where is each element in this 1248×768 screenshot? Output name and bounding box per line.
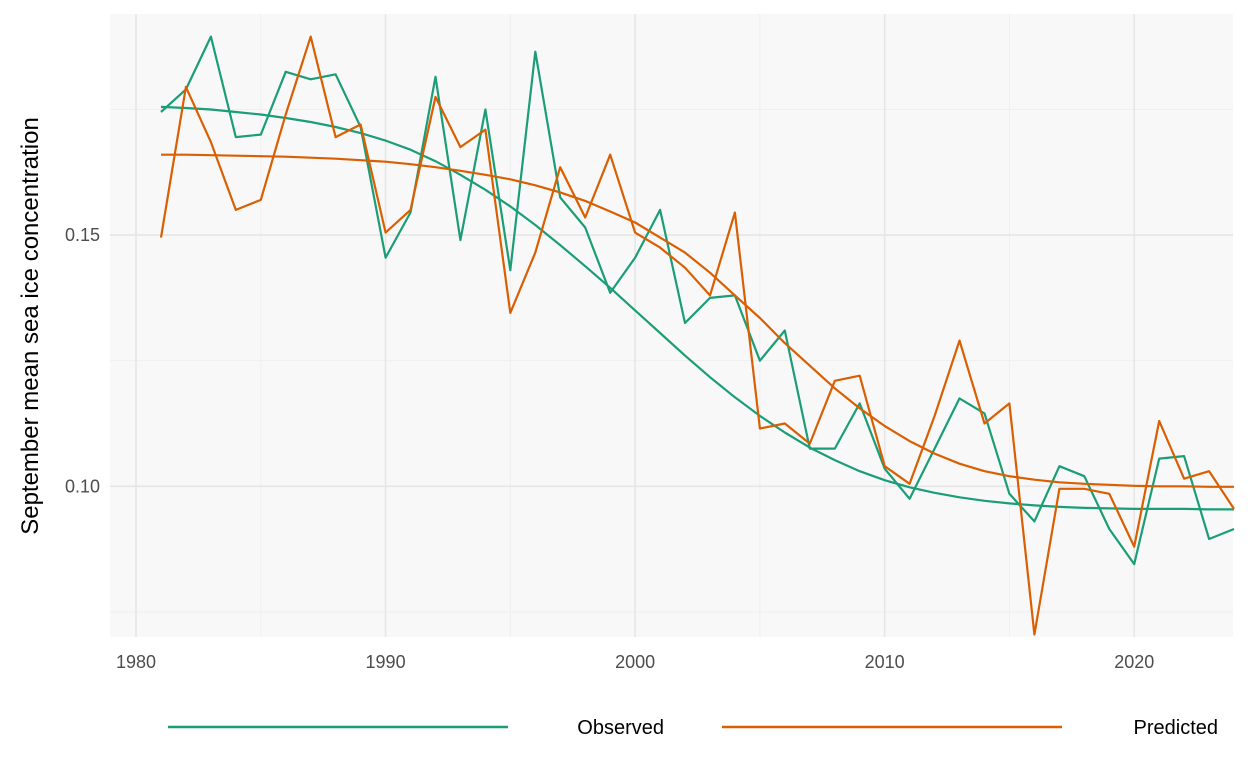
x-tick-label: 2020 [1114, 652, 1154, 672]
legend: Observed Predicted [168, 717, 1218, 739]
major-gridlines [110, 14, 1233, 637]
y-axis-title: September mean sea ice concentration [17, 117, 44, 535]
x-tick-label: 1980 [116, 652, 156, 672]
x-tick-label: 2000 [615, 652, 655, 672]
x-tick-labels: 1980 1990 2000 2010 2020 [116, 652, 1154, 672]
plot-panel [110, 14, 1233, 637]
predicted-trend-line [161, 153, 1234, 488]
y-tick-label: 0.15 [65, 225, 100, 245]
x-tick-label: 1990 [366, 652, 406, 672]
legend-label-predicted: Predicted [1134, 717, 1219, 739]
y-tick-labels: 0.10 0.15 [65, 225, 100, 496]
y-tick-label: 0.10 [65, 476, 100, 496]
x-tick-label: 2010 [865, 652, 905, 672]
minor-gridlines [110, 14, 1233, 637]
legend-label-observed: Observed [577, 717, 664, 739]
observed-series-line [160, 35, 1235, 566]
series-layer [159, 35, 1235, 636]
predicted-series-line [159, 35, 1235, 636]
